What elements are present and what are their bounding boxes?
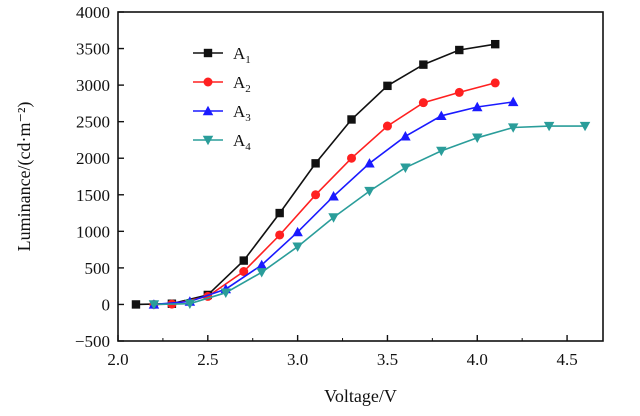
data-point — [311, 159, 320, 168]
data-point — [148, 300, 160, 310]
data-point — [275, 208, 284, 218]
data-point — [436, 146, 447, 157]
data-point — [239, 267, 249, 277]
legend-label-subscript: 3 — [245, 112, 251, 124]
data-point — [347, 153, 357, 163]
legend-label: A2 — [233, 73, 251, 95]
data-point — [383, 81, 392, 91]
y-axis-title: Luminance/(cd·m⁻²) — [14, 102, 35, 252]
data-point — [579, 121, 591, 132]
legend-label: A4 — [233, 131, 251, 153]
x-tick-label: 4.0 — [467, 350, 488, 369]
data-point — [292, 242, 303, 252]
y-tick-label: 3500 — [76, 40, 110, 59]
data-point — [311, 190, 321, 200]
data-point — [400, 163, 411, 173]
data-point — [382, 121, 392, 131]
x-axis-title: Voltage/V — [324, 386, 397, 406]
series-A2 — [149, 78, 500, 309]
legend-marker — [203, 48, 213, 58]
data-point — [400, 131, 411, 141]
data-point — [472, 101, 483, 112]
legend-marker — [202, 135, 214, 146]
plot-frame — [117, 11, 604, 342]
data-point — [454, 87, 464, 97]
data-point — [436, 110, 447, 121]
x-tick-label: 3.5 — [377, 350, 398, 369]
y-tick-label: 2500 — [76, 113, 110, 132]
y-tick-label: 4000 — [76, 3, 110, 22]
data-point — [507, 123, 519, 133]
axes-layer: 2.0 2.5 3.0 3.5 4.0 4.5 −500 0 500 1000 1500 2000 25… — [75, 3, 604, 369]
x-tick-label: 2.5 — [197, 350, 218, 369]
legend-label-main: A — [233, 131, 246, 150]
x-tick-label: 2.0 — [107, 350, 128, 369]
data-point — [507, 96, 519, 107]
legend-label-main: A — [233, 44, 246, 63]
series-A4 — [148, 121, 591, 310]
series-A1 — [131, 39, 500, 309]
legend-item-A4: A4 — [193, 131, 251, 153]
data-point — [490, 78, 500, 88]
x-tick-label: 3.0 — [287, 350, 308, 369]
data-point — [220, 288, 232, 298]
legend-label-main: A — [233, 102, 246, 121]
data-point — [256, 268, 267, 278]
legend-marker — [203, 77, 213, 87]
data-point — [328, 190, 339, 201]
legend-label-main: A — [233, 73, 246, 92]
data-point — [543, 121, 555, 132]
legend-label: A3 — [233, 102, 251, 124]
data-point — [419, 60, 428, 69]
data-point — [347, 115, 356, 124]
legend-label-subscript: 4 — [245, 141, 251, 153]
legend-item-A3: A3 — [193, 102, 251, 124]
legend-label: A1 — [233, 44, 251, 66]
data-point — [418, 98, 428, 108]
data-point — [455, 45, 464, 55]
data-point — [491, 39, 500, 49]
y-tick-label: 2000 — [76, 149, 110, 168]
legend-marker — [202, 105, 214, 116]
data-point — [184, 299, 196, 309]
plot-layer — [131, 39, 591, 310]
x-tick-label: 4.5 — [556, 350, 577, 369]
y-tick-label: 3000 — [76, 76, 110, 95]
data-point — [364, 186, 375, 197]
data-point — [292, 226, 303, 237]
data-point — [364, 158, 375, 168]
y-tick-label: 500 — [85, 259, 111, 278]
data-point — [328, 213, 339, 223]
data-point — [472, 133, 483, 144]
legend-label-subscript: 1 — [245, 54, 251, 66]
y-tick-label: 1000 — [76, 222, 110, 241]
data-point — [131, 300, 141, 309]
data-point — [256, 259, 267, 270]
legend-item-A1: A1 — [193, 44, 251, 66]
legend-item-A2: A2 — [193, 73, 251, 95]
data-point — [275, 230, 285, 240]
y-tick-label: −500 — [75, 332, 110, 351]
y-tick-label: 0 — [102, 295, 111, 314]
data-point — [239, 256, 248, 265]
y-tick-label: 1500 — [76, 186, 110, 205]
legend-label-subscript: 2 — [245, 83, 251, 95]
